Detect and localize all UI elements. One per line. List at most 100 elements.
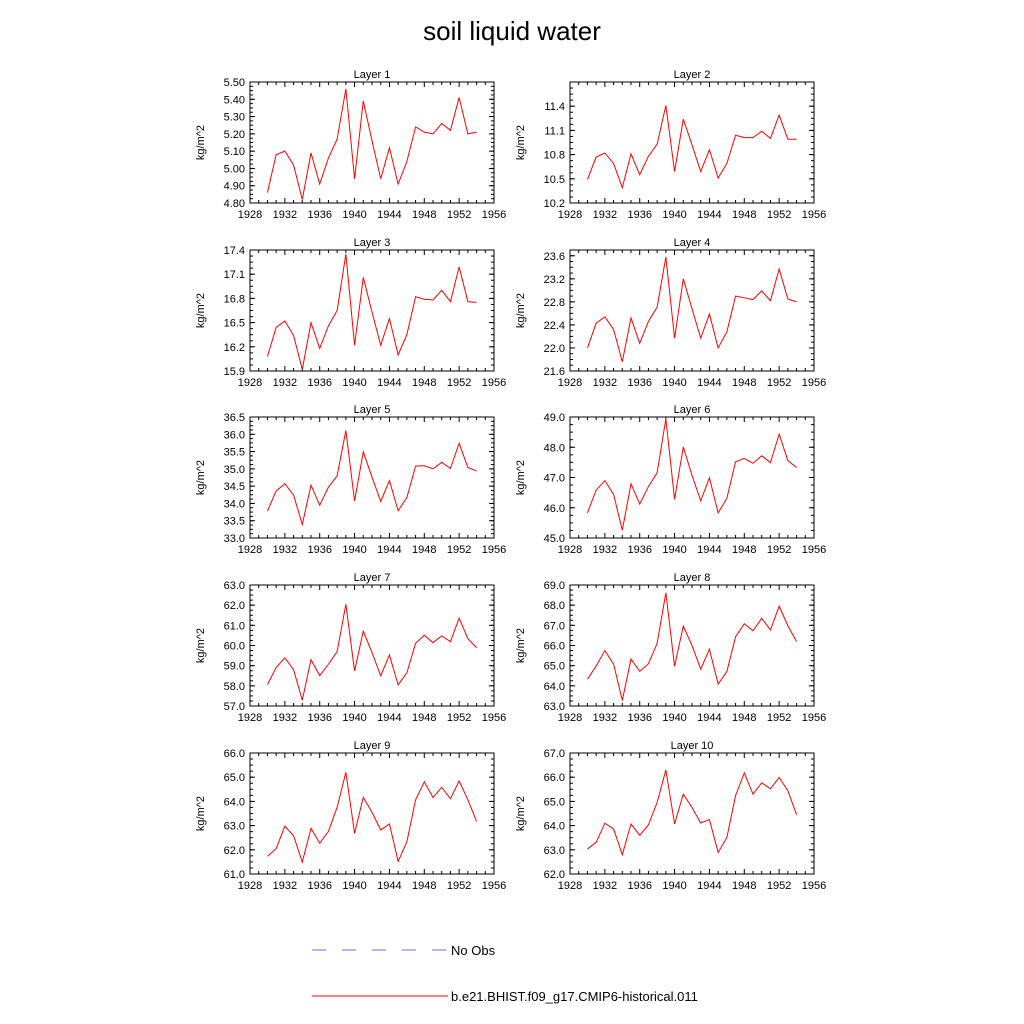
x-tick-label: 1936 <box>307 880 331 892</box>
panel-title: Layer 6 <box>674 404 711 416</box>
y-tick-label: 67.0 <box>544 620 565 632</box>
y-tick-label: 59.0 <box>224 661 245 673</box>
x-tick-label: 1928 <box>238 377 262 389</box>
y-axis-label: kg/m^2 <box>195 125 207 160</box>
y-tick-label: 66.0 <box>224 748 245 760</box>
panel-layer-1: Layer 1 kg/m^2 1928 1932 1936 1940 1944 1948 195… <box>195 69 506 221</box>
y-tick-label: 17.4 <box>224 245 245 257</box>
y-tick-label: 63.0 <box>224 821 245 833</box>
x-tick-label: 1956 <box>482 544 506 556</box>
x-tick-label: 1936 <box>307 377 331 389</box>
x-tick-label: 1928 <box>238 209 262 221</box>
panel-title: Layer 5 <box>354 404 391 416</box>
y-tick-label: 33.5 <box>224 516 245 528</box>
y-tick-label: 36.0 <box>224 429 245 441</box>
y-tick-label: 5.20 <box>224 129 245 141</box>
legend: No Obs b.e21.BHIST.f09_g17.CMIP6-histori… <box>312 943 698 1004</box>
x-tick-label: 1956 <box>482 712 506 724</box>
plot-frame <box>569 416 815 539</box>
y-tick-label: 57.0 <box>224 701 245 713</box>
series-line <box>587 769 798 857</box>
y-tick-label: 16.8 <box>224 293 245 305</box>
panel-layer-6: Layer 6 kg/m^2 1928 1932 1936 1940 1944 1948 195… <box>515 404 826 556</box>
y-tick-label: 63.0 <box>544 701 565 713</box>
x-tick-label: 1944 <box>377 712 401 724</box>
y-tick-label: 65.0 <box>224 772 245 784</box>
panel-layer-2: Layer 2 kg/m^2 1928 1932 1936 1940 1944 1948 195… <box>515 69 826 221</box>
x-tick-label: 1928 <box>558 377 582 389</box>
x-tick-label: 1932 <box>593 377 617 389</box>
x-tick-label: 1952 <box>767 880 791 892</box>
x-tick-label: 1936 <box>627 544 651 556</box>
y-tick-label: 69.0 <box>544 580 565 592</box>
y-tick-label: 5.40 <box>224 94 245 106</box>
y-tick-label: 23.2 <box>544 274 565 286</box>
y-tick-label: 36.5 <box>224 412 245 424</box>
x-tick-label: 1928 <box>558 880 582 892</box>
series-line <box>266 430 477 527</box>
x-tick-label: 1952 <box>767 209 791 221</box>
panel-layer-9: Layer 9 kg/m^2 1928 1932 1936 1940 1944 1948 195… <box>195 740 506 892</box>
x-tick-label: 1928 <box>558 209 582 221</box>
y-tick-label: 5.10 <box>224 146 245 158</box>
y-tick-label: 22.8 <box>544 297 565 309</box>
x-tick-label: 1940 <box>662 377 686 389</box>
x-tick-label: 1936 <box>307 209 331 221</box>
x-tick-label: 1944 <box>697 377 721 389</box>
x-tick-label: 1940 <box>342 712 366 724</box>
y-tick-label: 16.2 <box>224 342 245 354</box>
y-tick-label: 60.0 <box>224 641 245 653</box>
y-tick-label: 33.0 <box>224 533 245 545</box>
x-tick-label: 1948 <box>732 712 756 724</box>
x-tick-label: 1952 <box>447 209 471 221</box>
panel-title: Layer 2 <box>674 69 711 81</box>
x-tick-label: 1928 <box>238 880 262 892</box>
x-tick-label: 1956 <box>802 712 826 724</box>
y-tick-label: 5.00 <box>224 163 245 175</box>
x-tick-label: 1944 <box>377 377 401 389</box>
legend-model-label: b.e21.BHIST.f09_g17.CMIP6-historical.011 <box>451 989 698 1004</box>
y-tick-label: 10.2 <box>544 198 565 210</box>
y-tick-label: 11.1 <box>544 125 565 137</box>
y-tick-label: 23.6 <box>544 251 565 263</box>
y-tick-label: 58.0 <box>224 681 245 693</box>
y-tick-label: 67.0 <box>544 748 565 760</box>
x-tick-label: 1952 <box>447 377 471 389</box>
x-tick-label: 1948 <box>412 377 436 389</box>
y-tick-label: 22.4 <box>544 320 565 332</box>
x-tick-label: 1944 <box>697 880 721 892</box>
y-axis-label: kg/m^2 <box>195 628 207 663</box>
y-tick-label: 22.0 <box>544 343 565 355</box>
y-tick-label: 10.5 <box>544 174 565 186</box>
x-tick-label: 1952 <box>767 544 791 556</box>
y-tick-label: 47.0 <box>544 473 565 485</box>
panel-title: Layer 1 <box>354 69 391 81</box>
y-axis-label: kg/m^2 <box>515 796 527 831</box>
panel-title: Layer 7 <box>354 572 391 584</box>
x-tick-label: 1940 <box>342 544 366 556</box>
y-tick-label: 62.0 <box>224 600 245 612</box>
x-tick-label: 1932 <box>593 880 617 892</box>
y-tick-label: 4.80 <box>224 198 245 210</box>
y-tick-label: 62.0 <box>544 869 565 881</box>
x-tick-label: 1940 <box>662 209 686 221</box>
y-tick-label: 48.0 <box>544 442 565 454</box>
y-tick-label: 10.8 <box>544 150 565 162</box>
y-tick-label: 35.0 <box>224 464 245 476</box>
x-tick-label: 1932 <box>593 712 617 724</box>
y-tick-label: 64.0 <box>544 821 565 833</box>
x-tick-label: 1952 <box>447 712 471 724</box>
series-line <box>586 105 797 190</box>
x-tick-label: 1932 <box>273 377 297 389</box>
x-tick-label: 1952 <box>447 544 471 556</box>
plot-frame <box>569 752 815 875</box>
x-tick-label: 1944 <box>377 209 401 221</box>
panel-title: Layer 9 <box>354 740 391 752</box>
y-tick-label: 66.0 <box>544 641 565 653</box>
x-tick-label: 1952 <box>447 880 471 892</box>
y-axis-label: kg/m^2 <box>515 125 527 160</box>
panel-title: Layer 8 <box>674 572 711 584</box>
x-tick-label: 1940 <box>662 880 686 892</box>
series-line <box>586 256 797 362</box>
